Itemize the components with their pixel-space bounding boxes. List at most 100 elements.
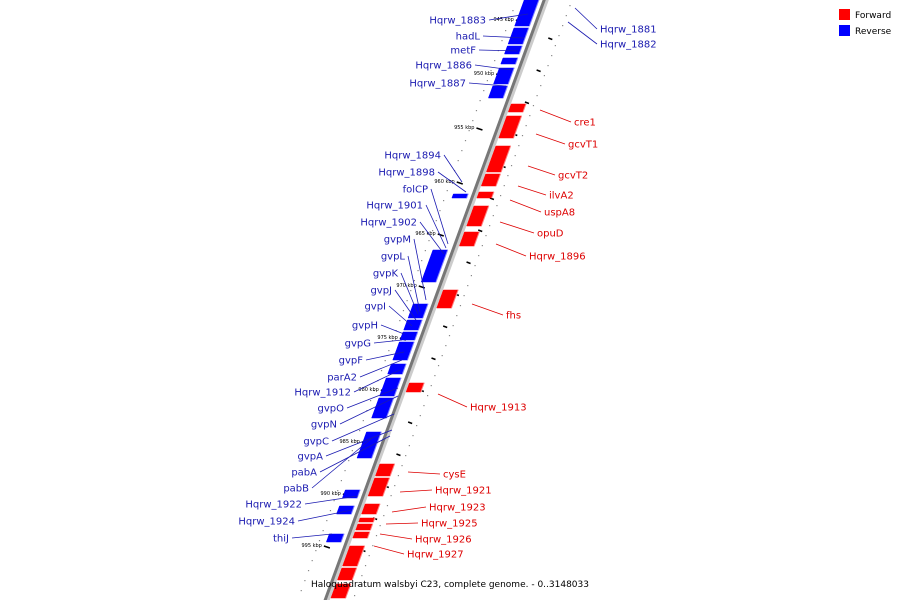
label-leader-line [373,545,405,555]
gene-highlight [370,523,374,531]
label-leader-line [488,13,529,21]
track-dot [434,375,436,377]
gene-label: Hqrw_1902 [360,218,417,229]
track-dot [372,545,374,547]
track-dot [505,30,507,32]
minor-tick [396,453,401,457]
gene-label: cre1 [574,118,596,129]
label-leader-line [331,413,395,442]
gene-highlight [414,331,419,341]
gene-label: gcvT2 [558,171,588,182]
gene-label: Hqrw_1886 [415,61,472,72]
reverse-gene-block [451,193,469,199]
gene-label: Hqrw_1913 [470,403,527,414]
track-dot [518,145,520,147]
track-dot [315,550,317,552]
track-dot [380,370,383,372]
gene-label: opuD [537,229,564,240]
track-dot [390,495,392,497]
label-leader-line [468,82,507,87]
gene-highlight [515,57,519,65]
track-dot [467,285,469,287]
track-dot [430,385,432,387]
track-dot [424,250,426,252]
track-dot [486,80,488,82]
gene-highlight [518,45,524,55]
track-dot [492,215,494,217]
gene-label: Hqrw_1925 [421,519,478,530]
track-dot [479,100,481,102]
minor-tick [407,421,413,425]
track-dot [481,245,483,247]
tick-mark [323,545,331,549]
label-leader-line [478,49,519,52]
label-leader-line [339,395,399,425]
gene-highlight [491,191,495,199]
tick-label: 980 kbp [358,387,378,393]
gene-highlight [495,173,502,187]
track-dot [428,240,430,242]
track-dot [435,220,437,222]
tick-label: 995 kbp [301,543,321,549]
label-leader-line [443,154,463,183]
gene-label: gvpH [352,321,378,332]
gene-highlight [375,503,381,515]
gene-label: gvpM [384,235,411,246]
track-dot [408,445,410,447]
label-leader-line [373,339,403,344]
track-dot [391,340,394,342]
gene-label: pabA [291,468,317,479]
track-dot [468,130,470,132]
label-leader-line [495,243,527,257]
gene-highlight [420,382,426,393]
gene-highlight [389,463,396,477]
minor-tick [536,69,541,73]
track-dot [364,565,367,567]
track-dot [525,125,527,127]
gene-features [325,0,540,599]
gene-label: fhs [506,311,521,322]
track-dot [452,325,454,327]
gene-highlight [351,567,358,581]
track-dot [416,425,418,427]
tick-label: 950 kbp [474,71,494,77]
minor-tick [477,229,483,233]
gene-label: gvpF [339,356,364,367]
tick-label: 955 kbp [454,125,474,131]
label-leader-line [304,495,359,505]
track-dot [562,25,564,27]
label-leader-line [379,533,413,540]
track-dot [500,195,502,197]
genome-caption: Haloquadratum walsbyi C23, complete geno… [311,580,589,590]
label-leader-line [311,437,373,489]
label-leader-line [353,369,401,393]
track-dot [326,520,328,522]
track-dot [490,70,492,72]
tick-label: 945 kbp [493,17,513,23]
gene-highlight [435,249,449,283]
track-dot [412,435,414,437]
track-dot [386,505,389,507]
track-dot [569,5,571,7]
label-leader-line [399,489,433,493]
track-dot [494,60,496,62]
track-dot [344,470,346,472]
gene-label: Hqrw_1926 [415,535,472,546]
label-leader-line [527,165,556,176]
gene-labels: cre1 gcvT1 gcvT2 ilvA2 uspA8 opuD Hqrw_1896fhs… [238,7,657,561]
label-leader-line [297,509,353,522]
gene-highlight [345,583,352,599]
track-dot [459,305,462,307]
gene-label: Hqrw_1883 [429,16,486,27]
minor-tick [548,37,553,41]
label-leader-line [567,21,598,45]
label-leader-line [380,324,405,335]
track-dot [421,260,423,262]
label-leader-line [413,238,427,301]
label-leader-line [365,351,405,361]
label-leader-line [319,435,391,473]
gene-label: Hqrw_1922 [245,500,302,511]
gene-highlight [480,205,490,227]
track-dot [410,290,412,292]
